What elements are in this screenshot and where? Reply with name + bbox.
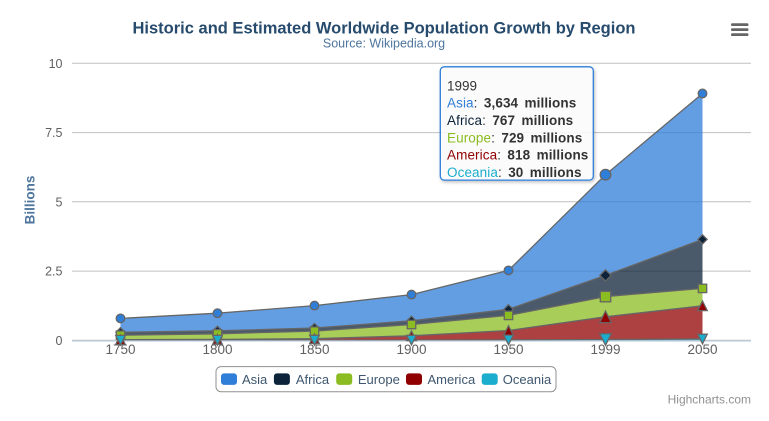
svg-text:5: 5 xyxy=(56,195,63,209)
svg-text:Billions: Billions xyxy=(23,176,38,225)
svg-text:1850: 1850 xyxy=(299,342,329,357)
svg-text:Asia: Asia xyxy=(242,372,268,387)
svg-text:2050: 2050 xyxy=(687,342,717,357)
svg-text:Oceania: Oceania xyxy=(503,372,552,387)
svg-text:1950: 1950 xyxy=(493,342,523,357)
svg-text:1999: 1999 xyxy=(590,342,620,357)
svg-text:0: 0 xyxy=(56,334,63,348)
svg-text:America: 818 millions: America: 818 millions xyxy=(447,148,588,163)
svg-text:Asia: 3,634 millions: Asia: 3,634 millions xyxy=(447,96,576,111)
svg-text:Source: Wikipedia.org: Source: Wikipedia.org xyxy=(323,37,445,51)
svg-text:Highcharts.com: Highcharts.com xyxy=(668,392,751,406)
svg-text:Africa: Africa xyxy=(296,372,330,387)
svg-text:7.5: 7.5 xyxy=(45,126,62,140)
svg-text:Africa: 767 millions: Africa: 767 millions xyxy=(447,113,573,128)
svg-text:Historic and Estimated Worldwi: Historic and Estimated Worldwide Populat… xyxy=(133,20,636,38)
svg-text:2.5: 2.5 xyxy=(45,265,62,279)
svg-text:America: America xyxy=(428,372,476,387)
svg-text:1999: 1999 xyxy=(447,78,477,93)
svg-text:1800: 1800 xyxy=(202,342,232,357)
svg-text:1750: 1750 xyxy=(105,342,135,357)
svg-text:1900: 1900 xyxy=(396,342,426,357)
svg-text:10: 10 xyxy=(49,57,63,71)
svg-text:Oceania: 30 millions: Oceania: 30 millions xyxy=(447,165,582,180)
svg-text:Europe: 729 millions: Europe: 729 millions xyxy=(447,130,582,145)
svg-text:Europe: Europe xyxy=(358,372,400,387)
